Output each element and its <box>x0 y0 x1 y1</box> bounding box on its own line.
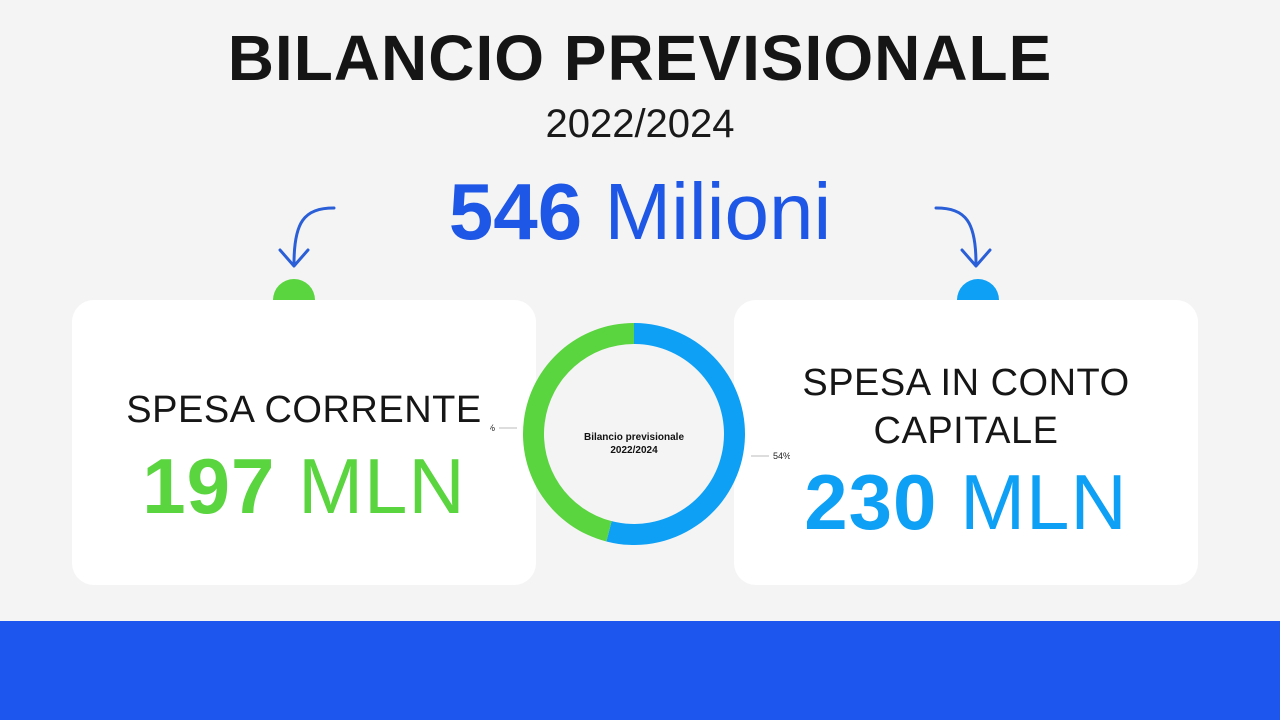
page-title: BILANCIO PREVISIONALE <box>227 22 1053 94</box>
card-label-line1: SPESA IN CONTO <box>802 362 1130 404</box>
footer-bar <box>0 621 1280 720</box>
donut-slice-54 <box>606 323 745 545</box>
card-spesa-conto-capitale: SPESA IN CONTO CAPITALE 230 MLN <box>734 300 1198 585</box>
card-label-spesa-corrente: SPESA CORRENTE <box>126 389 482 431</box>
total-number: 546 <box>448 167 583 256</box>
card-value-unit: MLN <box>298 442 466 530</box>
slice-label: 54% <box>773 451 790 461</box>
card-value-unit: MLN <box>960 458 1128 546</box>
donut-slice-46 <box>523 323 634 542</box>
donut-chart: Bilancio previsionale 2022/2024 54% 46% <box>490 323 790 545</box>
card-value-spesa-corrente: 197 MLN <box>72 444 536 528</box>
curved-arrow-down-left-icon <box>278 206 336 268</box>
card-value-conto-capitale: 230 MLN <box>734 460 1198 544</box>
curved-arrow-down-right-icon <box>934 206 992 268</box>
card-label-line2: CAPITALE <box>873 410 1059 452</box>
page-subtitle: 2022/2024 <box>545 102 735 146</box>
chart-title-line1: Bilancio previsionale <box>584 432 684 443</box>
card-value-number: 197 <box>142 442 276 530</box>
card-spesa-corrente: SPESA CORRENTE 197 MLN <box>72 300 536 585</box>
slice-label: 46% <box>490 423 495 433</box>
total-unit: Milioni <box>604 167 832 256</box>
card-value-number: 230 <box>804 458 938 546</box>
total-amount: 546 Milioni <box>0 168 1280 256</box>
chart-title-line2: 2022/2024 <box>610 445 658 456</box>
